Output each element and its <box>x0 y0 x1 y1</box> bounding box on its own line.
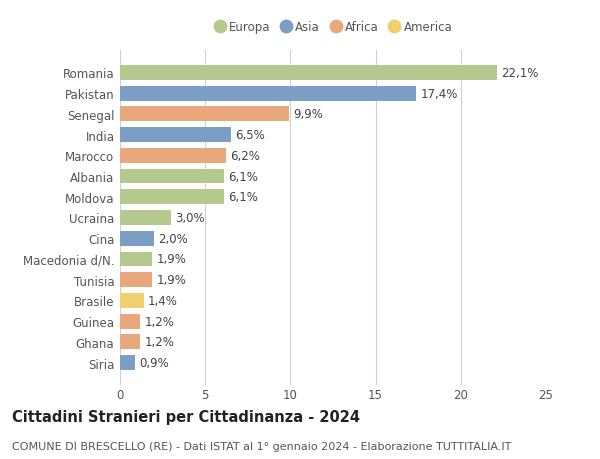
Bar <box>120 252 152 267</box>
Bar <box>120 293 144 308</box>
Text: 3,0%: 3,0% <box>175 212 205 224</box>
Bar <box>120 314 140 329</box>
Bar <box>120 169 224 184</box>
Text: Cittadini Stranieri per Cittadinanza - 2024: Cittadini Stranieri per Cittadinanza - 2… <box>12 409 360 425</box>
Text: 1,9%: 1,9% <box>157 253 187 266</box>
Bar <box>120 128 231 143</box>
Bar <box>120 231 154 246</box>
Text: 9,9%: 9,9% <box>293 108 323 121</box>
Bar <box>120 211 171 225</box>
Text: 1,9%: 1,9% <box>157 274 187 286</box>
Text: 6,5%: 6,5% <box>235 129 265 142</box>
Text: 6,1%: 6,1% <box>228 191 258 204</box>
Bar <box>120 335 140 350</box>
Text: COMUNE DI BRESCELLO (RE) - Dati ISTAT al 1° gennaio 2024 - Elaborazione TUTTITAL: COMUNE DI BRESCELLO (RE) - Dati ISTAT al… <box>12 441 511 451</box>
Text: 2,0%: 2,0% <box>158 232 188 245</box>
Text: 1,2%: 1,2% <box>145 315 175 328</box>
Text: 1,2%: 1,2% <box>145 336 175 349</box>
Bar <box>120 66 497 81</box>
Text: 1,4%: 1,4% <box>148 294 178 307</box>
Text: 17,4%: 17,4% <box>421 87 458 101</box>
Text: 6,2%: 6,2% <box>230 150 260 162</box>
Bar <box>120 149 226 163</box>
Bar <box>120 190 224 205</box>
Legend: Europa, Asia, Africa, America: Europa, Asia, Africa, America <box>209 16 457 39</box>
Text: 22,1%: 22,1% <box>501 67 538 80</box>
Bar <box>120 355 136 370</box>
Text: 0,9%: 0,9% <box>140 356 169 369</box>
Bar <box>120 86 416 101</box>
Bar <box>120 107 289 122</box>
Text: 6,1%: 6,1% <box>228 170 258 183</box>
Bar <box>120 273 152 287</box>
